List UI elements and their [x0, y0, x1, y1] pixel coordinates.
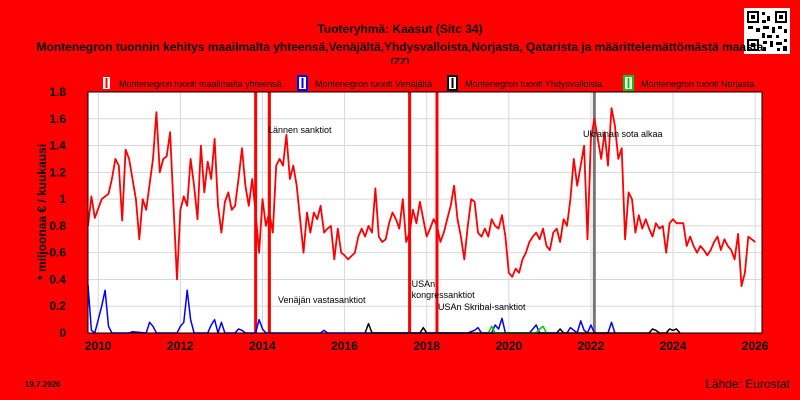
- x-tick-label: 2012: [167, 339, 194, 353]
- y-tick-label: 0.8: [49, 219, 66, 233]
- y-tick-label: 1.4: [49, 139, 66, 153]
- chart-subtitle: Montenegron tuonnin kehitys maailmalta y…: [36, 40, 764, 54]
- source-label: Lähde: Eurostat: [705, 377, 790, 391]
- y-tick-label: 1: [59, 192, 66, 206]
- date-stamp: 19.7.2026: [25, 380, 61, 389]
- series-line: [87, 107, 756, 288]
- event-label: Lännen sanktiot: [268, 125, 332, 135]
- event-label: USAn kongressanktiot: [412, 279, 476, 300]
- x-tick-label: 2020: [495, 339, 522, 353]
- legend-label: Montenegron tuonti Yhdysvalloista: [465, 79, 602, 89]
- y-axis-label: * miljoonaa € / kuukausi: [35, 144, 49, 280]
- event-label: Ukrainan sota alkaa: [583, 129, 663, 139]
- y-tick-label: 1.2: [49, 165, 66, 179]
- x-tick-label: 2022: [578, 339, 605, 353]
- event-label: Venäjän vastasanktiot: [278, 295, 366, 305]
- y-tick-label: 0.6: [49, 246, 66, 260]
- plot-area: [88, 92, 762, 333]
- y-tick-label: 0.4: [49, 272, 66, 286]
- series-line: [87, 284, 616, 334]
- x-tick-label: 2016: [331, 339, 358, 353]
- legend-label: Montenegron tuonti Norjasta: [641, 79, 755, 89]
- x-tick-label: 2018: [413, 339, 440, 353]
- legend-label: Montenegron tuonti Venäjältä: [315, 79, 432, 89]
- x-tick-label: 2014: [249, 339, 276, 353]
- y-tick-label: 1.8: [49, 85, 66, 99]
- y-tick-label: 1.6: [49, 112, 66, 126]
- chart-subtitle-continued: (ZZ): [390, 57, 410, 64]
- legend-label: Montenegron tuonti maailmalta yhteensä: [119, 79, 282, 89]
- y-tick-label: 0: [59, 326, 66, 340]
- x-tick-label: 2026: [742, 339, 769, 353]
- x-tick-label: 2010: [85, 339, 112, 353]
- y-tick-label: 0.2: [49, 299, 66, 313]
- plot-border: [87, 91, 763, 334]
- event-label: USAn Skribal-sanktiot: [438, 302, 526, 312]
- x-tick-label: 2024: [660, 339, 687, 353]
- chart-title: Tuoteryhmä: Kaasut (Sitc 34): [317, 22, 483, 36]
- qr-code-icon: [744, 8, 790, 59]
